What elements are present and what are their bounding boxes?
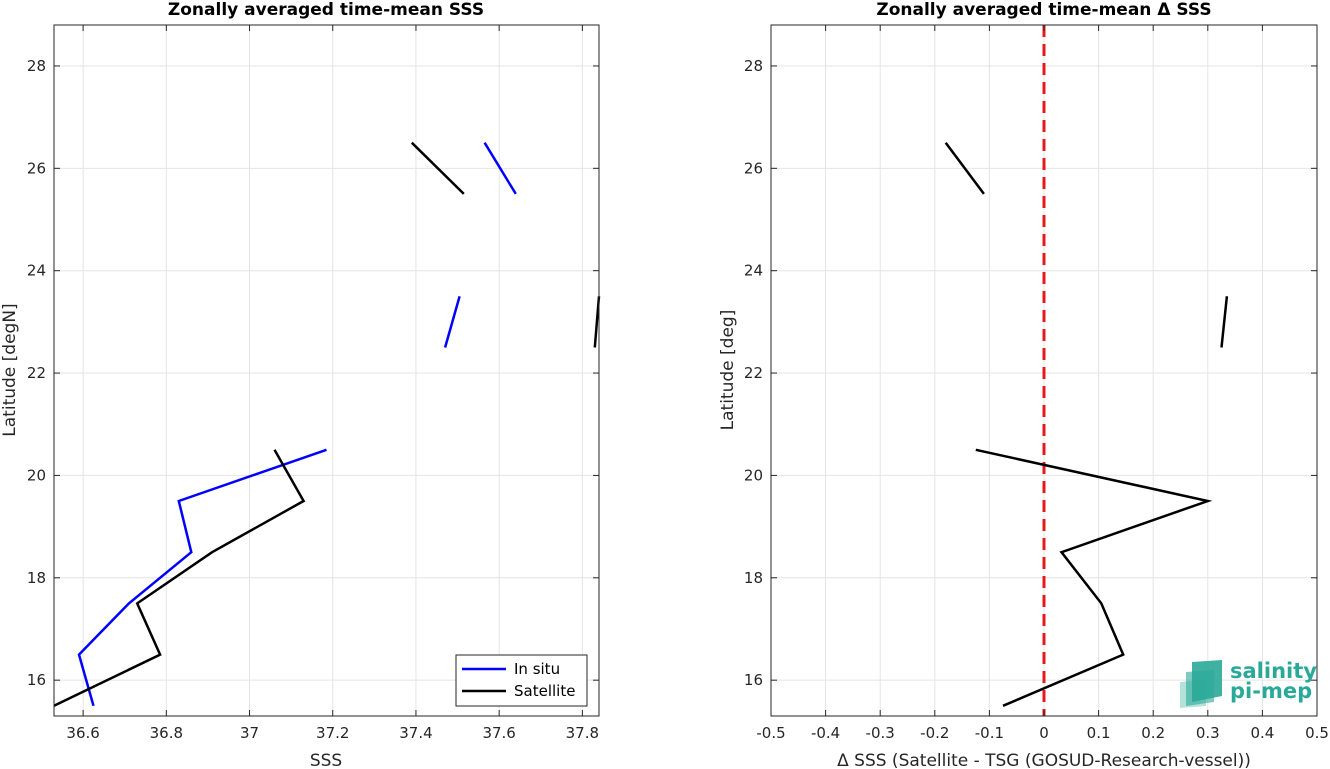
series-satellite-segment-1 [1220,296,1229,348]
x-tick-label: -0.1 [975,724,1004,742]
x-tick-label: 37.4 [399,724,432,742]
y-ticks-sss: 16 18 20 22 24 26 28 [27,57,599,689]
logo-text-line1: salinity [1230,659,1317,683]
series-satellite-segment-2 [944,141,985,195]
y-tick-label: 22 [744,364,763,382]
x-tick-label: 0.4 [1250,724,1274,742]
y-tick-label: 20 [27,466,46,484]
x-tick-label: 0.3 [1196,724,1220,742]
x-tick-label: 37.8 [566,724,599,742]
y-tick-label: 22 [27,364,46,382]
y-ticks-delta-sss: 16 18 20 22 24 26 28 [744,57,1317,689]
panel-sss: Zonally averaged time-mean SSS 36.6 36.8 3… [0,0,601,769]
legend-label-satellite: Satellite [514,682,575,700]
series-lines-sss [53,141,601,707]
series-satellite-segment-0 [53,449,306,707]
chart-title-sss: Zonally averaged time-mean SSS [168,0,484,20]
legend-box [455,654,588,707]
x-tick-label: -0.3 [866,724,895,742]
x-tick-label: 0.2 [1141,724,1165,742]
series-satellite-segment-1 [593,296,601,348]
x-axis-label-delta-sss: Δ SSS (Satellite - TSG (GOSUD-Research-v… [837,751,1251,769]
x-tick-label: 37.2 [316,724,349,742]
y-tick-label: 26 [27,159,46,177]
series-in_situ-segment-0 [77,448,327,707]
x-tick-label: 37 [240,724,259,742]
x-tick-label: 0.1 [1087,724,1111,742]
series-satellite-segment-2 [410,141,465,195]
legend-label-in-situ: In situ [514,660,560,678]
y-tick-label: 28 [27,57,46,75]
series-lines-delta-sss [944,141,1229,707]
x-tick-label: -0.4 [811,724,840,742]
logo-text-line2: pi-mep [1230,679,1312,703]
y-tick-label: 24 [27,262,46,280]
y-tick-label: 16 [27,671,46,689]
x-ticks-delta-sss: -0.5 -0.4 -0.3 -0.2 -0.1 0 0.1 0.2 0.3 0.4 0.5 [756,25,1329,742]
series-in_situ-segment-2 [483,142,517,195]
x-tick-label: 0.5 [1305,724,1329,742]
x-ticks-sss: 36.6 36.8 37 37.2 37.4 37.6 37.8 [66,25,599,742]
panel-delta-sss: Zonally averaged time-mean Δ SSS -0.5 -0.… [718,0,1329,769]
y-axis-label-delta-sss: Latitude [deg] [718,310,738,431]
grid-sss [54,25,599,716]
x-tick-label: 36.8 [150,724,183,742]
y-tick-label: 24 [744,262,763,280]
salinity-logo-mark-icon [1180,660,1222,708]
salinity-pi-mep-logo: salinity pi-mep [1180,659,1317,708]
x-tick-label: 36.6 [66,724,99,742]
chart-title-delta-sss: Zonally averaged time-mean Δ SSS [876,0,1211,20]
y-tick-label: 28 [744,57,763,75]
y-tick-label: 18 [744,569,763,587]
legend: In situ Satellite [455,654,588,707]
y-tick-label: 18 [27,569,46,587]
series-satellite-segment-0 [975,448,1213,707]
y-tick-label: 20 [744,466,763,484]
x-axis-label-sss: SSS [310,751,342,769]
y-tick-label: 16 [744,671,763,689]
series-in_situ-segment-1 [443,295,461,348]
grid-delta-sss [770,25,1318,716]
y-tick-label: 26 [744,159,763,177]
axes-frame-sss [53,24,600,717]
x-tick-label: 37.6 [482,724,515,742]
x-tick-label: -0.2 [920,724,949,742]
x-tick-label: 0 [1039,724,1049,742]
y-axis-label-sss: Latitude [degN] [0,303,20,436]
x-tick-label: -0.5 [756,724,785,742]
